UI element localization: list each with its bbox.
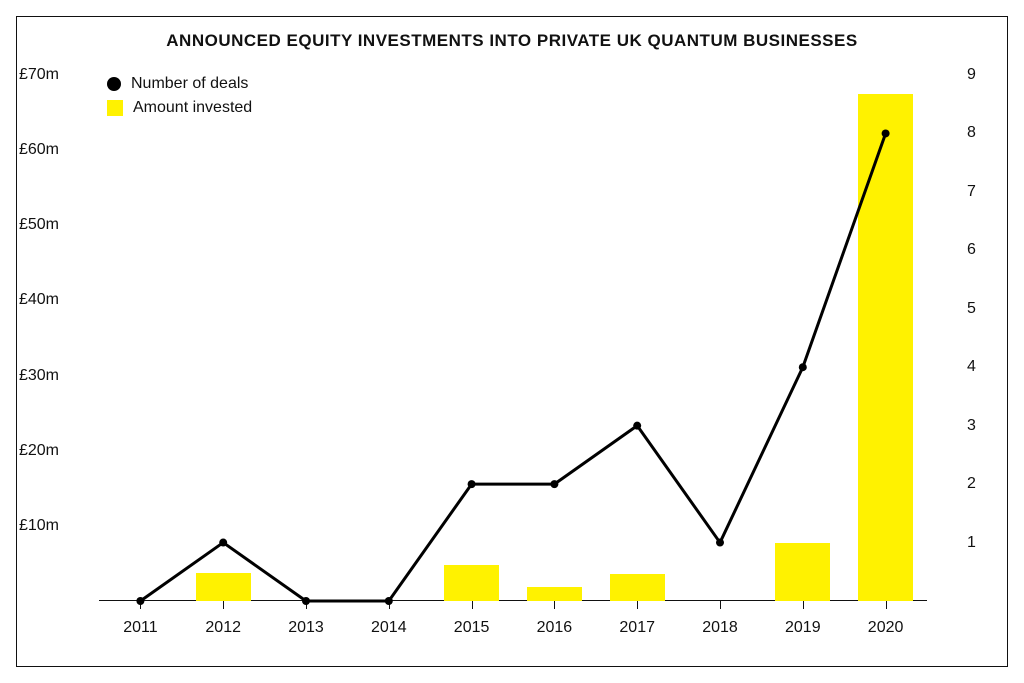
x-tick	[554, 601, 555, 609]
y-right-tick-label: 5	[967, 300, 976, 318]
legend-item: Number of deals	[107, 75, 252, 93]
line-series	[99, 75, 927, 601]
y-left-tick-label: £60m	[19, 141, 59, 159]
x-tick-label: 2013	[288, 619, 324, 637]
legend-label: Amount invested	[133, 99, 252, 117]
x-tick-label: 2018	[702, 619, 738, 637]
x-tick-label: 2014	[371, 619, 407, 637]
y-right-tick-label: 8	[967, 124, 976, 142]
y-left-tick-label: £40m	[19, 291, 59, 309]
x-tick-label: 2011	[123, 619, 157, 637]
x-tick-label: 2015	[454, 619, 490, 637]
legend-item: Amount invested	[107, 99, 252, 117]
x-tick-label: 2020	[868, 619, 904, 637]
chart-title: ANNOUNCED EQUITY INVESTMENTS INTO PRIVAT…	[17, 31, 1007, 51]
legend-marker-dot	[107, 77, 121, 91]
legend-marker-square	[107, 100, 123, 116]
x-tick	[637, 601, 638, 609]
chart-frame: ANNOUNCED EQUITY INVESTMENTS INTO PRIVAT…	[16, 16, 1008, 667]
x-tick-label: 2019	[785, 619, 821, 637]
y-left-tick-label: £10m	[19, 517, 59, 535]
y-right-tick-label: 4	[967, 358, 976, 376]
x-tick	[223, 601, 224, 609]
x-tick-label: 2017	[619, 619, 655, 637]
y-left-tick-label: £30m	[19, 367, 59, 385]
x-tick	[720, 601, 721, 609]
y-left-tick-label: £70m	[19, 66, 59, 84]
x-tick	[472, 601, 473, 609]
y-left-tick-label: £50m	[19, 216, 59, 234]
legend-label: Number of deals	[131, 75, 248, 93]
y-right-tick-label: 1	[967, 534, 976, 552]
x-tick-label: 2016	[537, 619, 573, 637]
x-tick-label: 2012	[205, 619, 241, 637]
y-right-tick-label: 3	[967, 417, 976, 435]
y-right-tick-label: 6	[967, 241, 976, 259]
plot-area: 2011201220132014201520162017201820192020…	[99, 75, 927, 601]
y-right-tick-label: 7	[967, 183, 976, 201]
legend: Number of deals Amount invested	[107, 75, 252, 117]
y-right-tick-label: 9	[967, 66, 976, 84]
x-tick	[803, 601, 804, 609]
y-right-tick-label: 2	[967, 475, 976, 493]
y-left-tick-label: £20m	[19, 442, 59, 460]
x-tick	[886, 601, 887, 609]
